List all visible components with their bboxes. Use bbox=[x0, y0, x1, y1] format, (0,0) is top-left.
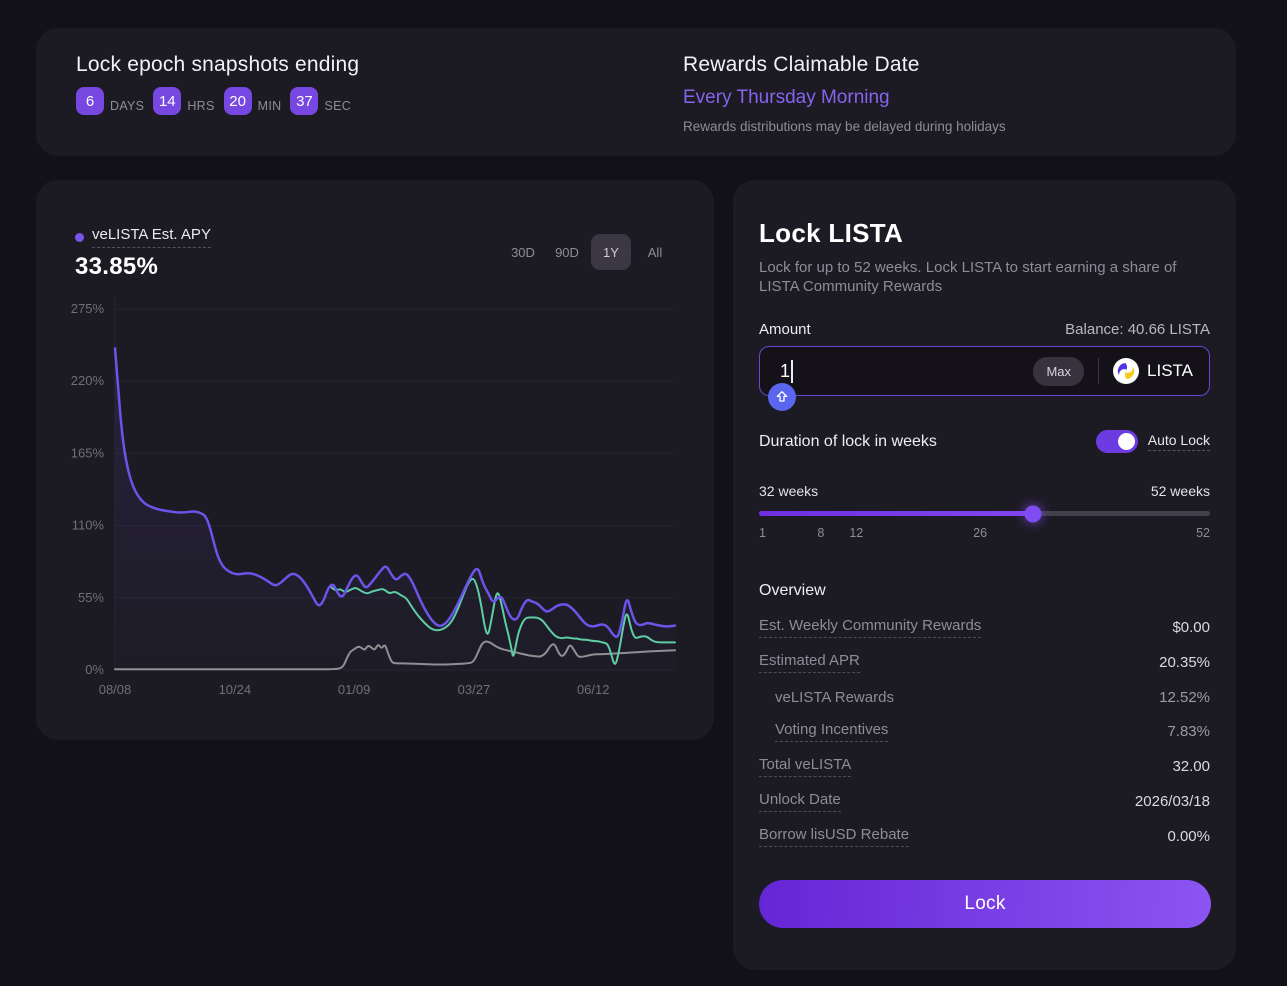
slider-tick-8: 8 bbox=[817, 526, 825, 540]
overview-row: veLISTA Rewards 12.52% bbox=[759, 680, 1210, 714]
svg-text:110%: 110% bbox=[72, 518, 105, 533]
overview-row: Borrow lisUSD Rebate 0.00% bbox=[759, 819, 1210, 854]
slider-ticks: 1 8 12 26 52 bbox=[759, 526, 1210, 542]
svg-text:275%: 275% bbox=[71, 301, 105, 316]
upload-arrow-badge[interactable] bbox=[768, 383, 796, 411]
legend-dot-icon bbox=[75, 232, 84, 242]
overview-row-label[interactable]: Est. Weekly Community Rewards bbox=[759, 617, 982, 638]
overview-row: Est. Weekly Community Rewards $0.00 bbox=[759, 610, 1210, 645]
countdown-hrs-unit: HRS bbox=[187, 99, 215, 113]
overview-row: Unlock Date 2026/03/18 bbox=[759, 784, 1210, 819]
balance-label: Balance: 40.66 LISTA bbox=[1065, 321, 1210, 338]
overview-title: Overview bbox=[759, 582, 826, 599]
svg-text:01/09: 01/09 bbox=[338, 682, 371, 697]
lock-description: Lock for up to 52 weeks. Lock LISTA to s… bbox=[759, 259, 1177, 295]
countdown-days-badge: 6 bbox=[76, 87, 104, 115]
countdown-hrs-badge: 14 bbox=[153, 87, 182, 115]
range-button-90d[interactable]: 90D bbox=[547, 234, 587, 270]
duration-slider[interactable] bbox=[759, 505, 1210, 522]
overview-row-label[interactable]: Total veLISTA bbox=[759, 756, 852, 777]
apy-line-chart: 275% 220% 165% 110% 55% 0% 08/08 10/24 01/09 03/2… bbox=[71, 297, 677, 697]
rewards-claimable-title: Rewards Claimable Date bbox=[683, 53, 920, 76]
svg-text:03/27: 03/27 bbox=[458, 682, 491, 697]
token-display: LISTA bbox=[1113, 358, 1193, 384]
apy-chart-panel: 275% 220% 165% 110% 55% 0% 08/08 10/24 01/09 03/2… bbox=[36, 180, 714, 740]
rewards-claimable-section: Rewards Claimable Date Every Thursday Mo… bbox=[683, 53, 1006, 134]
overview-row-value: 0.00% bbox=[1167, 828, 1210, 845]
arrow-up-icon bbox=[776, 391, 788, 402]
countdown-days-unit: DAYS bbox=[110, 99, 145, 113]
overview-row-value: 2026/03/18 bbox=[1134, 793, 1210, 810]
slider-thumb[interactable] bbox=[1024, 505, 1042, 522]
slider-tick-26: 26 bbox=[973, 526, 988, 540]
toggle-knob bbox=[1117, 433, 1135, 450]
rewards-note: Rewards distributions may be delayed dur… bbox=[683, 119, 1006, 134]
overview-rows: Est. Weekly Community Rewards $0.00 Estima… bbox=[759, 610, 1210, 854]
amount-input-box: Max LISTA bbox=[759, 346, 1210, 396]
auto-lock-toggle[interactable] bbox=[1095, 430, 1138, 453]
epoch-countdown-section: Lock epoch snapshots ending 6 DAYS 14 HRS 20… bbox=[76, 53, 360, 115]
slider-tick-52: 52 bbox=[1196, 526, 1210, 540]
overview-row: Voting Incentives 7.83% bbox=[759, 714, 1210, 749]
epoch-card: Lock epoch snapshots ending 6 DAYS 14 HRS 20… bbox=[36, 28, 1236, 156]
chart-legend: veLISTA Est. APY bbox=[75, 226, 211, 248]
svg-text:55%: 55% bbox=[78, 590, 104, 605]
slider-tick-12: 12 bbox=[849, 526, 864, 540]
svg-text:165%: 165% bbox=[71, 445, 105, 460]
slider-max-label: 52 weeks bbox=[1150, 483, 1210, 499]
overview-row-value: 12.52% bbox=[1159, 688, 1210, 706]
slider-labels: 32 weeks 52 weeks bbox=[759, 483, 1210, 499]
overview-row-label[interactable]: Borrow lisUSD Rebate bbox=[759, 826, 910, 847]
range-button-all[interactable]: All bbox=[635, 234, 675, 270]
overview-row-value: $0.00 bbox=[1172, 619, 1210, 636]
overview-row-value: 20.35% bbox=[1159, 654, 1210, 671]
rewards-claimable-date: Every Thursday Morning bbox=[683, 87, 890, 108]
duration-label: Duration of lock in weeks bbox=[759, 432, 937, 450]
lock-button[interactable]: Lock bbox=[759, 880, 1211, 928]
range-selector: 30D 90D 1Y All bbox=[499, 234, 675, 270]
overview-row-label[interactable]: Estimated APR bbox=[759, 652, 860, 673]
svg-text:10/24: 10/24 bbox=[219, 682, 252, 697]
slider-current-label: 32 weeks bbox=[759, 483, 819, 499]
countdown-timer: 6 DAYS 14 HRS 20 MIN 37 SEC bbox=[76, 87, 360, 115]
input-divider bbox=[1098, 358, 1100, 384]
svg-text:0%: 0% bbox=[85, 662, 104, 677]
svg-text:220%: 220% bbox=[71, 373, 105, 388]
overview-row: Estimated APR 20.35% bbox=[759, 645, 1210, 680]
overview-row-value: 32.00 bbox=[1172, 758, 1210, 775]
overview-row-label: veLISTA Rewards bbox=[775, 688, 894, 706]
amount-input[interactable] bbox=[776, 359, 1034, 383]
auto-lock-label[interactable]: Auto Lock bbox=[1147, 432, 1210, 451]
lock-panel: Lock LISTA Lock for up to 52 weeks. Lock… bbox=[733, 180, 1236, 970]
overview-row-label[interactable]: Unlock Date bbox=[759, 791, 841, 812]
epoch-title: Lock epoch snapshots ending bbox=[76, 53, 360, 76]
countdown-min-unit: MIN bbox=[257, 99, 282, 113]
countdown-sec-unit: SEC bbox=[324, 99, 352, 113]
overview-row-label[interactable]: Voting Incentives bbox=[775, 721, 889, 742]
svg-text:06/12: 06/12 bbox=[577, 682, 610, 697]
overview-row-value: 7.83% bbox=[1167, 723, 1210, 740]
legend-label[interactable]: veLISTA Est. APY bbox=[92, 226, 211, 248]
svg-text:08/08: 08/08 bbox=[99, 682, 132, 697]
apy-value: 33.85% bbox=[75, 253, 159, 280]
overview-row: Total veLISTA 32.00 bbox=[759, 749, 1210, 784]
duration-row: Duration of lock in weeks Auto Lock bbox=[759, 430, 1210, 453]
countdown-sec-badge: 37 bbox=[290, 87, 319, 115]
slider-fill bbox=[759, 511, 1034, 516]
range-button-1y[interactable]: 1Y bbox=[591, 234, 631, 270]
token-symbol: LISTA bbox=[1147, 361, 1193, 380]
amount-row: Amount Balance: 40.66 LISTA bbox=[759, 321, 1210, 338]
lista-token-icon bbox=[1113, 358, 1140, 384]
slider-tick-1: 1 bbox=[759, 526, 766, 540]
auto-lock-control: Auto Lock bbox=[1095, 430, 1210, 453]
text-caret bbox=[791, 360, 793, 383]
max-button[interactable]: Max bbox=[1033, 356, 1085, 386]
range-button-30d[interactable]: 30D bbox=[503, 234, 543, 270]
countdown-min-badge: 20 bbox=[223, 87, 252, 115]
amount-label: Amount bbox=[759, 321, 811, 338]
lock-title: Lock LISTA bbox=[759, 218, 904, 248]
